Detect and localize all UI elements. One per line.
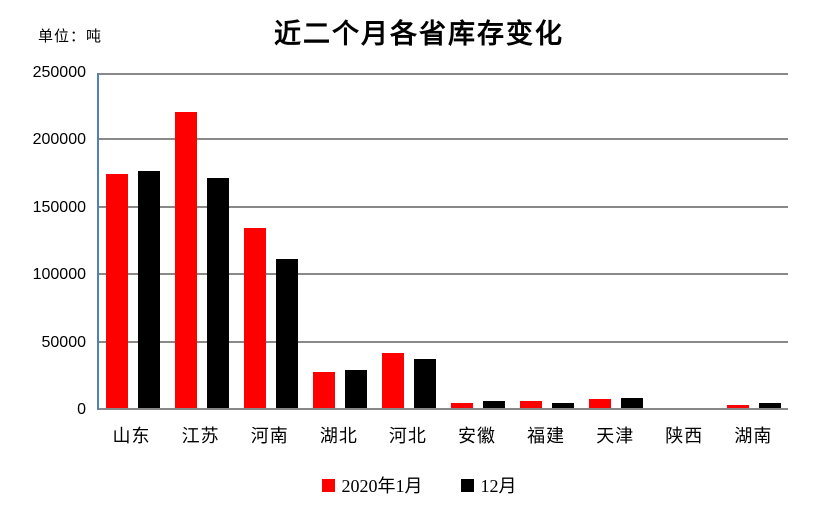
- plot-area: [97, 73, 788, 410]
- bar: [138, 171, 161, 410]
- bar: [382, 353, 405, 410]
- legend-label: 2020年1月: [341, 476, 423, 496]
- bar-group: [650, 73, 719, 410]
- bar: [414, 358, 437, 410]
- x-category-label: 河南: [250, 426, 289, 446]
- bar: [620, 397, 643, 410]
- y-tick-label: 100000: [32, 266, 86, 283]
- bar-group: [168, 73, 237, 410]
- x-category-label: 福建: [527, 426, 566, 446]
- bar-group: [99, 73, 168, 410]
- chart-title: 近二个月各省库存变化: [274, 19, 564, 49]
- legend-item: 12月: [460, 472, 517, 498]
- x-category-label: 河北: [388, 426, 427, 446]
- gridline: [99, 138, 788, 140]
- x-category-label: 安徽: [458, 426, 497, 446]
- bar-group: [306, 73, 375, 410]
- bar: [313, 372, 336, 410]
- x-category-label: 湖北: [319, 426, 358, 446]
- bar: [758, 403, 781, 410]
- bar: [482, 401, 505, 410]
- bar-group: [581, 73, 650, 410]
- gridline: [99, 341, 788, 343]
- y-tick-label: 50000: [41, 334, 87, 351]
- legend: 2020年1月 12月: [0, 472, 838, 498]
- bar: [450, 402, 473, 410]
- bar: [276, 259, 299, 410]
- legend-swatch: [321, 478, 335, 492]
- bar: [345, 370, 368, 410]
- bar-group: [237, 73, 306, 410]
- y-tick-label: 0: [77, 401, 86, 418]
- x-category-label: 陕西: [665, 426, 704, 446]
- x-axis: 山东 江苏 河南 湖北 河北 安徽 福建 天津 陕西 湖南: [97, 422, 788, 448]
- x-category-label: 山东: [112, 426, 151, 446]
- legend-label: 12月: [480, 476, 517, 496]
- legend-item: 2020年1月: [321, 472, 423, 498]
- bar: [551, 403, 574, 410]
- gridline: [99, 273, 788, 275]
- bar-group: [719, 73, 788, 410]
- bar: [175, 112, 198, 410]
- y-tick-label: 200000: [32, 131, 86, 148]
- gridline: [99, 73, 788, 75]
- bar: [106, 174, 129, 410]
- bar: [244, 228, 267, 410]
- x-category-label: 湖南: [734, 426, 773, 446]
- bar: [519, 401, 542, 410]
- gridline: [99, 206, 788, 208]
- bar: [207, 178, 230, 410]
- unit-label: 单位：吨: [38, 29, 103, 45]
- bars-layer: [99, 73, 788, 410]
- legend-swatch: [460, 478, 474, 492]
- bar-group: [444, 73, 513, 410]
- gridline: [99, 408, 788, 410]
- bar: [588, 398, 611, 410]
- x-category-label: 天津: [596, 426, 635, 446]
- bar: [726, 405, 749, 410]
- y-axis: 0 50000 100000 150000 200000 250000: [0, 64, 87, 418]
- y-tick-label: 150000: [32, 199, 86, 216]
- y-tick-label: 250000: [32, 64, 86, 81]
- bar-group: [512, 73, 581, 410]
- bar-group: [375, 73, 444, 410]
- x-category-label: 江苏: [181, 426, 220, 446]
